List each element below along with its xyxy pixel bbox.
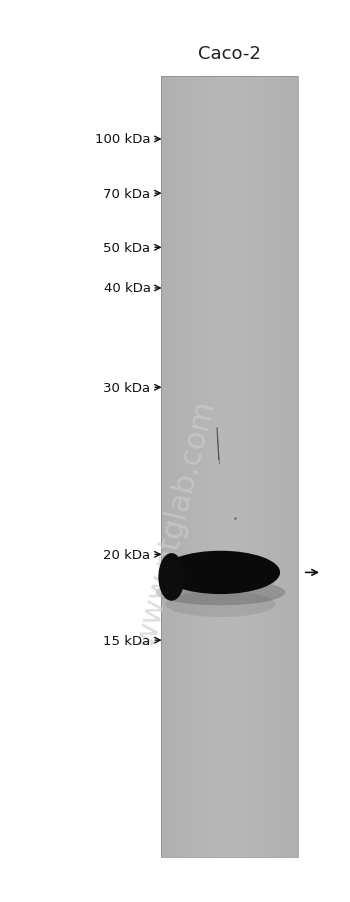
- Bar: [275, 77, 277, 857]
- Bar: [211, 77, 213, 857]
- Bar: [227, 77, 230, 857]
- Bar: [197, 77, 200, 857]
- Bar: [161, 77, 298, 857]
- Text: www.ptglab.com: www.ptglab.com: [130, 397, 220, 649]
- Bar: [284, 77, 286, 857]
- Bar: [279, 77, 282, 857]
- Bar: [234, 77, 237, 857]
- Ellipse shape: [158, 554, 185, 601]
- Text: 30 kDa: 30 kDa: [103, 382, 150, 394]
- Bar: [193, 77, 195, 857]
- Bar: [243, 77, 245, 857]
- Bar: [179, 77, 182, 857]
- Text: 20 kDa: 20 kDa: [103, 548, 150, 561]
- Bar: [247, 77, 250, 857]
- Bar: [288, 77, 291, 857]
- Bar: [293, 77, 295, 857]
- Text: 100 kDa: 100 kDa: [95, 133, 150, 146]
- Bar: [225, 77, 228, 857]
- Bar: [257, 77, 259, 857]
- Bar: [241, 77, 243, 857]
- Bar: [250, 77, 252, 857]
- Bar: [166, 77, 168, 857]
- Bar: [254, 77, 257, 857]
- Text: 50 kDa: 50 kDa: [103, 242, 150, 254]
- Bar: [218, 77, 220, 857]
- Bar: [181, 77, 184, 857]
- Bar: [259, 77, 261, 857]
- Bar: [290, 77, 293, 857]
- Bar: [202, 77, 204, 857]
- Bar: [266, 77, 268, 857]
- Bar: [206, 77, 209, 857]
- Bar: [229, 77, 232, 857]
- Bar: [238, 77, 241, 857]
- Bar: [161, 77, 164, 857]
- Bar: [281, 77, 284, 857]
- Bar: [170, 77, 173, 857]
- Text: 70 kDa: 70 kDa: [103, 188, 150, 200]
- Bar: [263, 77, 266, 857]
- Bar: [268, 77, 271, 857]
- Bar: [199, 77, 202, 857]
- Bar: [286, 77, 289, 857]
- Bar: [245, 77, 248, 857]
- Bar: [186, 77, 189, 857]
- Text: 15 kDa: 15 kDa: [103, 634, 150, 647]
- Bar: [295, 77, 298, 857]
- Bar: [223, 77, 225, 857]
- Bar: [188, 77, 191, 857]
- Ellipse shape: [161, 551, 280, 594]
- Bar: [204, 77, 207, 857]
- Bar: [272, 77, 275, 857]
- Bar: [232, 77, 234, 857]
- Bar: [168, 77, 170, 857]
- Bar: [252, 77, 254, 857]
- Bar: [270, 77, 273, 857]
- Bar: [175, 77, 177, 857]
- Bar: [163, 77, 166, 857]
- Bar: [216, 77, 218, 857]
- Ellipse shape: [156, 580, 285, 605]
- Bar: [177, 77, 180, 857]
- Bar: [190, 77, 193, 857]
- Bar: [172, 77, 175, 857]
- Bar: [261, 77, 264, 857]
- Bar: [236, 77, 239, 857]
- Text: 40 kDa: 40 kDa: [104, 282, 150, 295]
- Bar: [184, 77, 186, 857]
- Bar: [214, 77, 216, 857]
- Bar: [220, 77, 223, 857]
- Ellipse shape: [166, 592, 275, 617]
- Bar: [209, 77, 211, 857]
- Text: Caco-2: Caco-2: [198, 45, 261, 63]
- Bar: [277, 77, 280, 857]
- Bar: [195, 77, 198, 857]
